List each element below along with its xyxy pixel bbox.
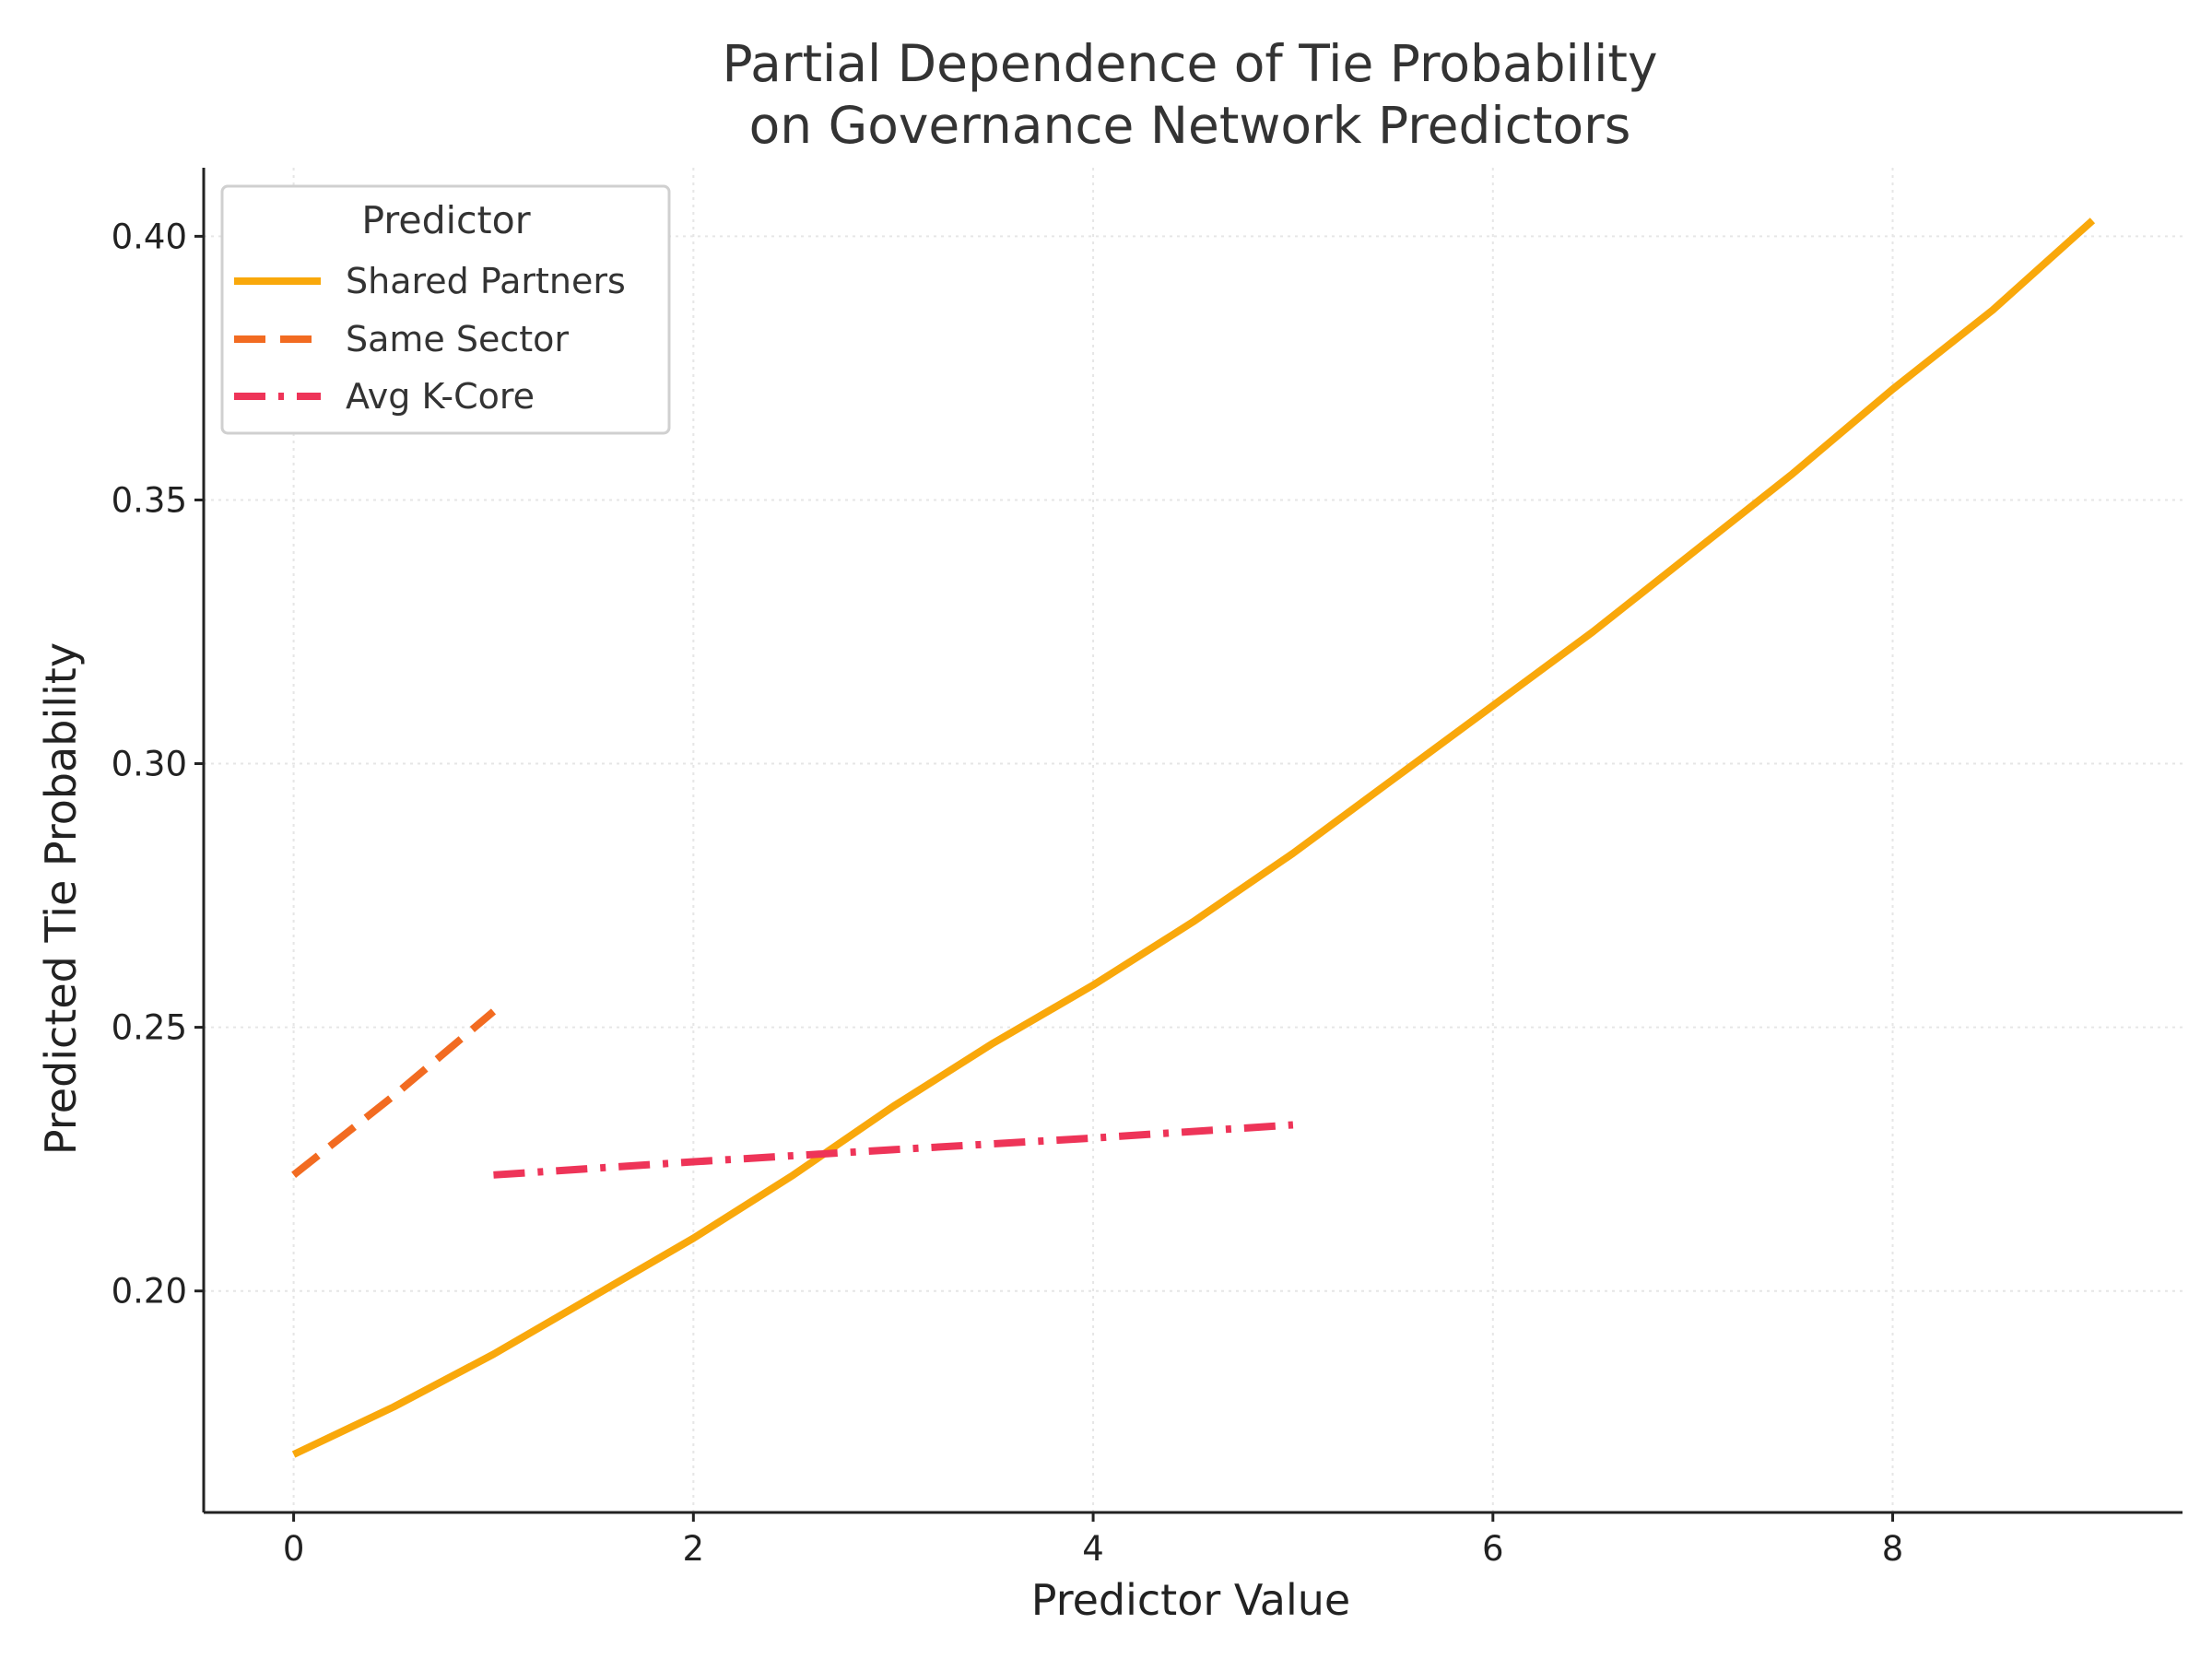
x-axis-label: Predictor Value <box>1031 1575 1350 1625</box>
x-tick-label-8: 8 <box>1882 1529 1904 1569</box>
legend-label-shared-partners: Shared Partners <box>346 261 626 301</box>
legend-title: Predictor <box>361 198 530 242</box>
ticks-layer: 0 2 4 6 8 0.20 0.25 0.30 0.35 0.40 <box>112 217 1904 1569</box>
grid-layer <box>204 168 2183 1512</box>
series-layer <box>291 218 2096 1458</box>
chart-title-line-2: on Governance Network Predictors <box>749 96 1631 155</box>
y-tick-label-0-2: 0.20 <box>112 1272 187 1312</box>
y-tick-label-0-35: 0.35 <box>112 480 187 520</box>
legend: Predictor Shared Partners Same Sector Av… <box>220 184 671 435</box>
x-tick-label-4: 4 <box>1082 1529 1104 1569</box>
legend-box <box>220 184 671 435</box>
series-line-avg-k-core <box>493 1121 1294 1179</box>
y-tick-label-0-3: 0.30 <box>112 745 187 784</box>
y-axis-label: Predicted Tie Probability <box>36 642 86 1155</box>
legend-label-avg-k-core: Avg K-Core <box>346 376 535 417</box>
y-tick-label-0-4: 0.40 <box>112 217 187 256</box>
x-tick-label-6: 6 <box>1482 1529 1504 1569</box>
legend-label-same-sector: Same Sector <box>346 319 569 359</box>
series-line-shared-partners <box>291 218 2096 1458</box>
y-tick-label-0-25: 0.25 <box>112 1008 187 1048</box>
axes-layer <box>202 168 2183 1514</box>
chart-title-line-1: Partial Dependence of Tie Probability <box>722 34 1657 93</box>
x-tick-label-0: 0 <box>283 1529 305 1569</box>
series-line-same-sector <box>291 1008 497 1178</box>
x-tick-label-2: 2 <box>683 1529 705 1569</box>
